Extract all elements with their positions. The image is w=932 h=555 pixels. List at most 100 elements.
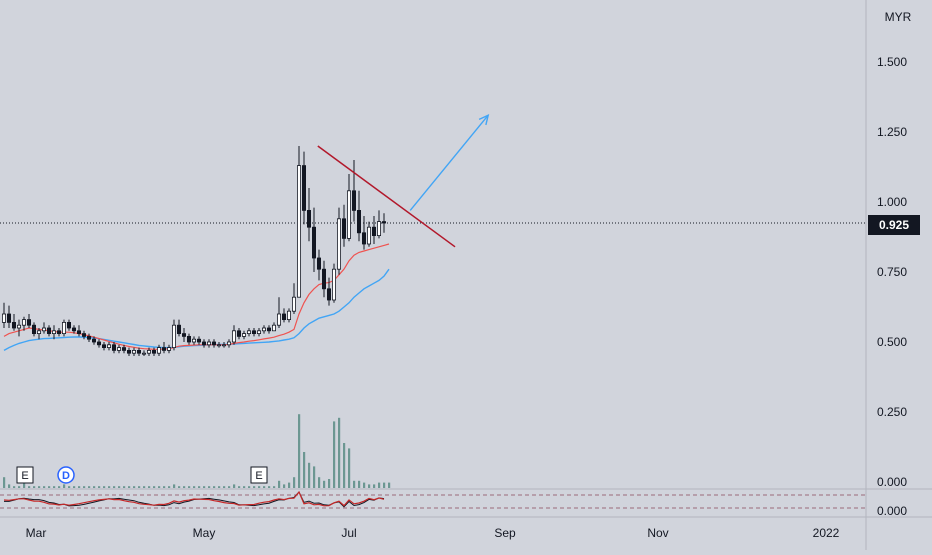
volume-bar [283,484,286,488]
candle-body [211,341,216,346]
x-tick-label: Sep [494,526,516,540]
earnings-marker[interactable]: E [16,466,34,484]
candle [371,216,376,244]
candle [276,297,281,328]
candle-body [376,221,381,237]
volume-bar [108,486,111,488]
candle-body [112,344,117,351]
candle [166,344,171,354]
volume-bar [98,486,101,488]
volume-bar [263,486,266,488]
volume-bar [313,466,316,488]
volume-bar [368,484,371,488]
candle [256,328,261,337]
y-tick-label: 1.250 [877,125,907,139]
candle [77,325,82,337]
volume-bar [273,486,276,488]
volume-bar [118,486,121,488]
volume-bar [388,482,391,488]
earnings-marker-label: E [21,470,28,482]
candle [316,249,321,281]
drawings[interactable] [317,113,490,248]
candle-body [296,165,301,298]
volume-bar [348,448,351,488]
candle-body [346,190,351,239]
candle-body [311,226,316,259]
volume-bar [288,482,291,488]
x-tick-label: Jul [341,526,356,540]
candle-body [72,327,77,332]
candle-body [301,165,306,211]
candle-body [166,347,171,351]
candle [291,283,296,314]
earnings-marker[interactable]: E [250,466,268,484]
candle-body [52,330,57,334]
volume-bar [193,486,196,488]
candle [341,204,346,247]
candle-body [256,330,261,334]
candle-body [161,347,166,351]
volume-bar [378,482,381,488]
candle-body [191,338,196,343]
volume-bar [3,477,6,488]
volume-bar [328,479,331,488]
ma-red-line [3,243,390,350]
volume-bar [223,486,226,488]
volume-bar [83,486,86,488]
candle [32,322,37,337]
oscillator-pane [0,490,866,509]
dividend-marker[interactable]: D [57,466,75,484]
candle [356,190,361,242]
candle [151,347,156,356]
candle [2,302,7,328]
candle-body [216,344,221,347]
candle [266,325,271,334]
candle-body [97,341,102,346]
candle-body [62,321,67,334]
candle-body [77,330,82,334]
volume-bar [303,452,306,488]
candle-body [276,313,281,326]
candle-body [186,335,191,343]
volume-bar [333,421,336,488]
volume-bar [318,477,321,488]
candle [226,339,231,348]
candle [26,314,31,328]
candle [146,347,151,356]
volume-bar [228,486,231,488]
volume-bar [78,486,81,488]
candle [366,221,371,247]
candle [47,325,52,337]
candle-body [341,218,346,239]
candle [112,342,117,354]
candle-body [261,327,266,332]
candle-body [241,333,246,337]
candle [206,339,211,348]
candle-body [226,341,231,346]
volume-bar [363,482,366,488]
y-tick-label: 0.250 [877,405,907,419]
candle-body [201,341,206,346]
candles [2,146,386,356]
candle [381,213,386,233]
candle [286,308,291,323]
candle-body [117,347,122,351]
candle [186,333,191,345]
volume-bar [38,486,41,488]
volume-bar [268,486,271,488]
candle [311,207,316,272]
candle-body [206,341,211,346]
candle [21,316,26,331]
volume-bar [218,486,221,488]
volume-bar [253,486,256,488]
candle [117,344,122,354]
candle-body [102,344,107,348]
volume-bar [103,486,106,488]
candle-body [356,209,361,234]
candle [306,188,311,242]
candle [351,160,356,222]
x-tick-label: Nov [647,526,668,540]
